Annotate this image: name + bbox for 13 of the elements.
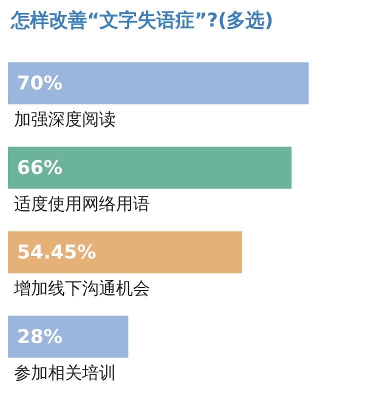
data-label: 66% [17, 156, 62, 179]
bar [8, 146, 292, 189]
bar [8, 231, 242, 274]
bar [8, 316, 128, 358]
bar [8, 62, 309, 104]
data-label: 54.45% [17, 241, 96, 264]
chart-title: 怎样改善“文字失语症”?(多选) [10, 10, 274, 32]
data-label: 28% [17, 326, 62, 348]
y-tick-label: 参加相关培训 [14, 363, 116, 384]
data-label: 70% [17, 72, 62, 94]
y-tick-label: 加强深度阅读 [14, 110, 116, 130]
y-tick-label: 增加线下沟通机会 [13, 278, 150, 299]
y-tick-label: 适度使用网络用语 [14, 194, 150, 214]
